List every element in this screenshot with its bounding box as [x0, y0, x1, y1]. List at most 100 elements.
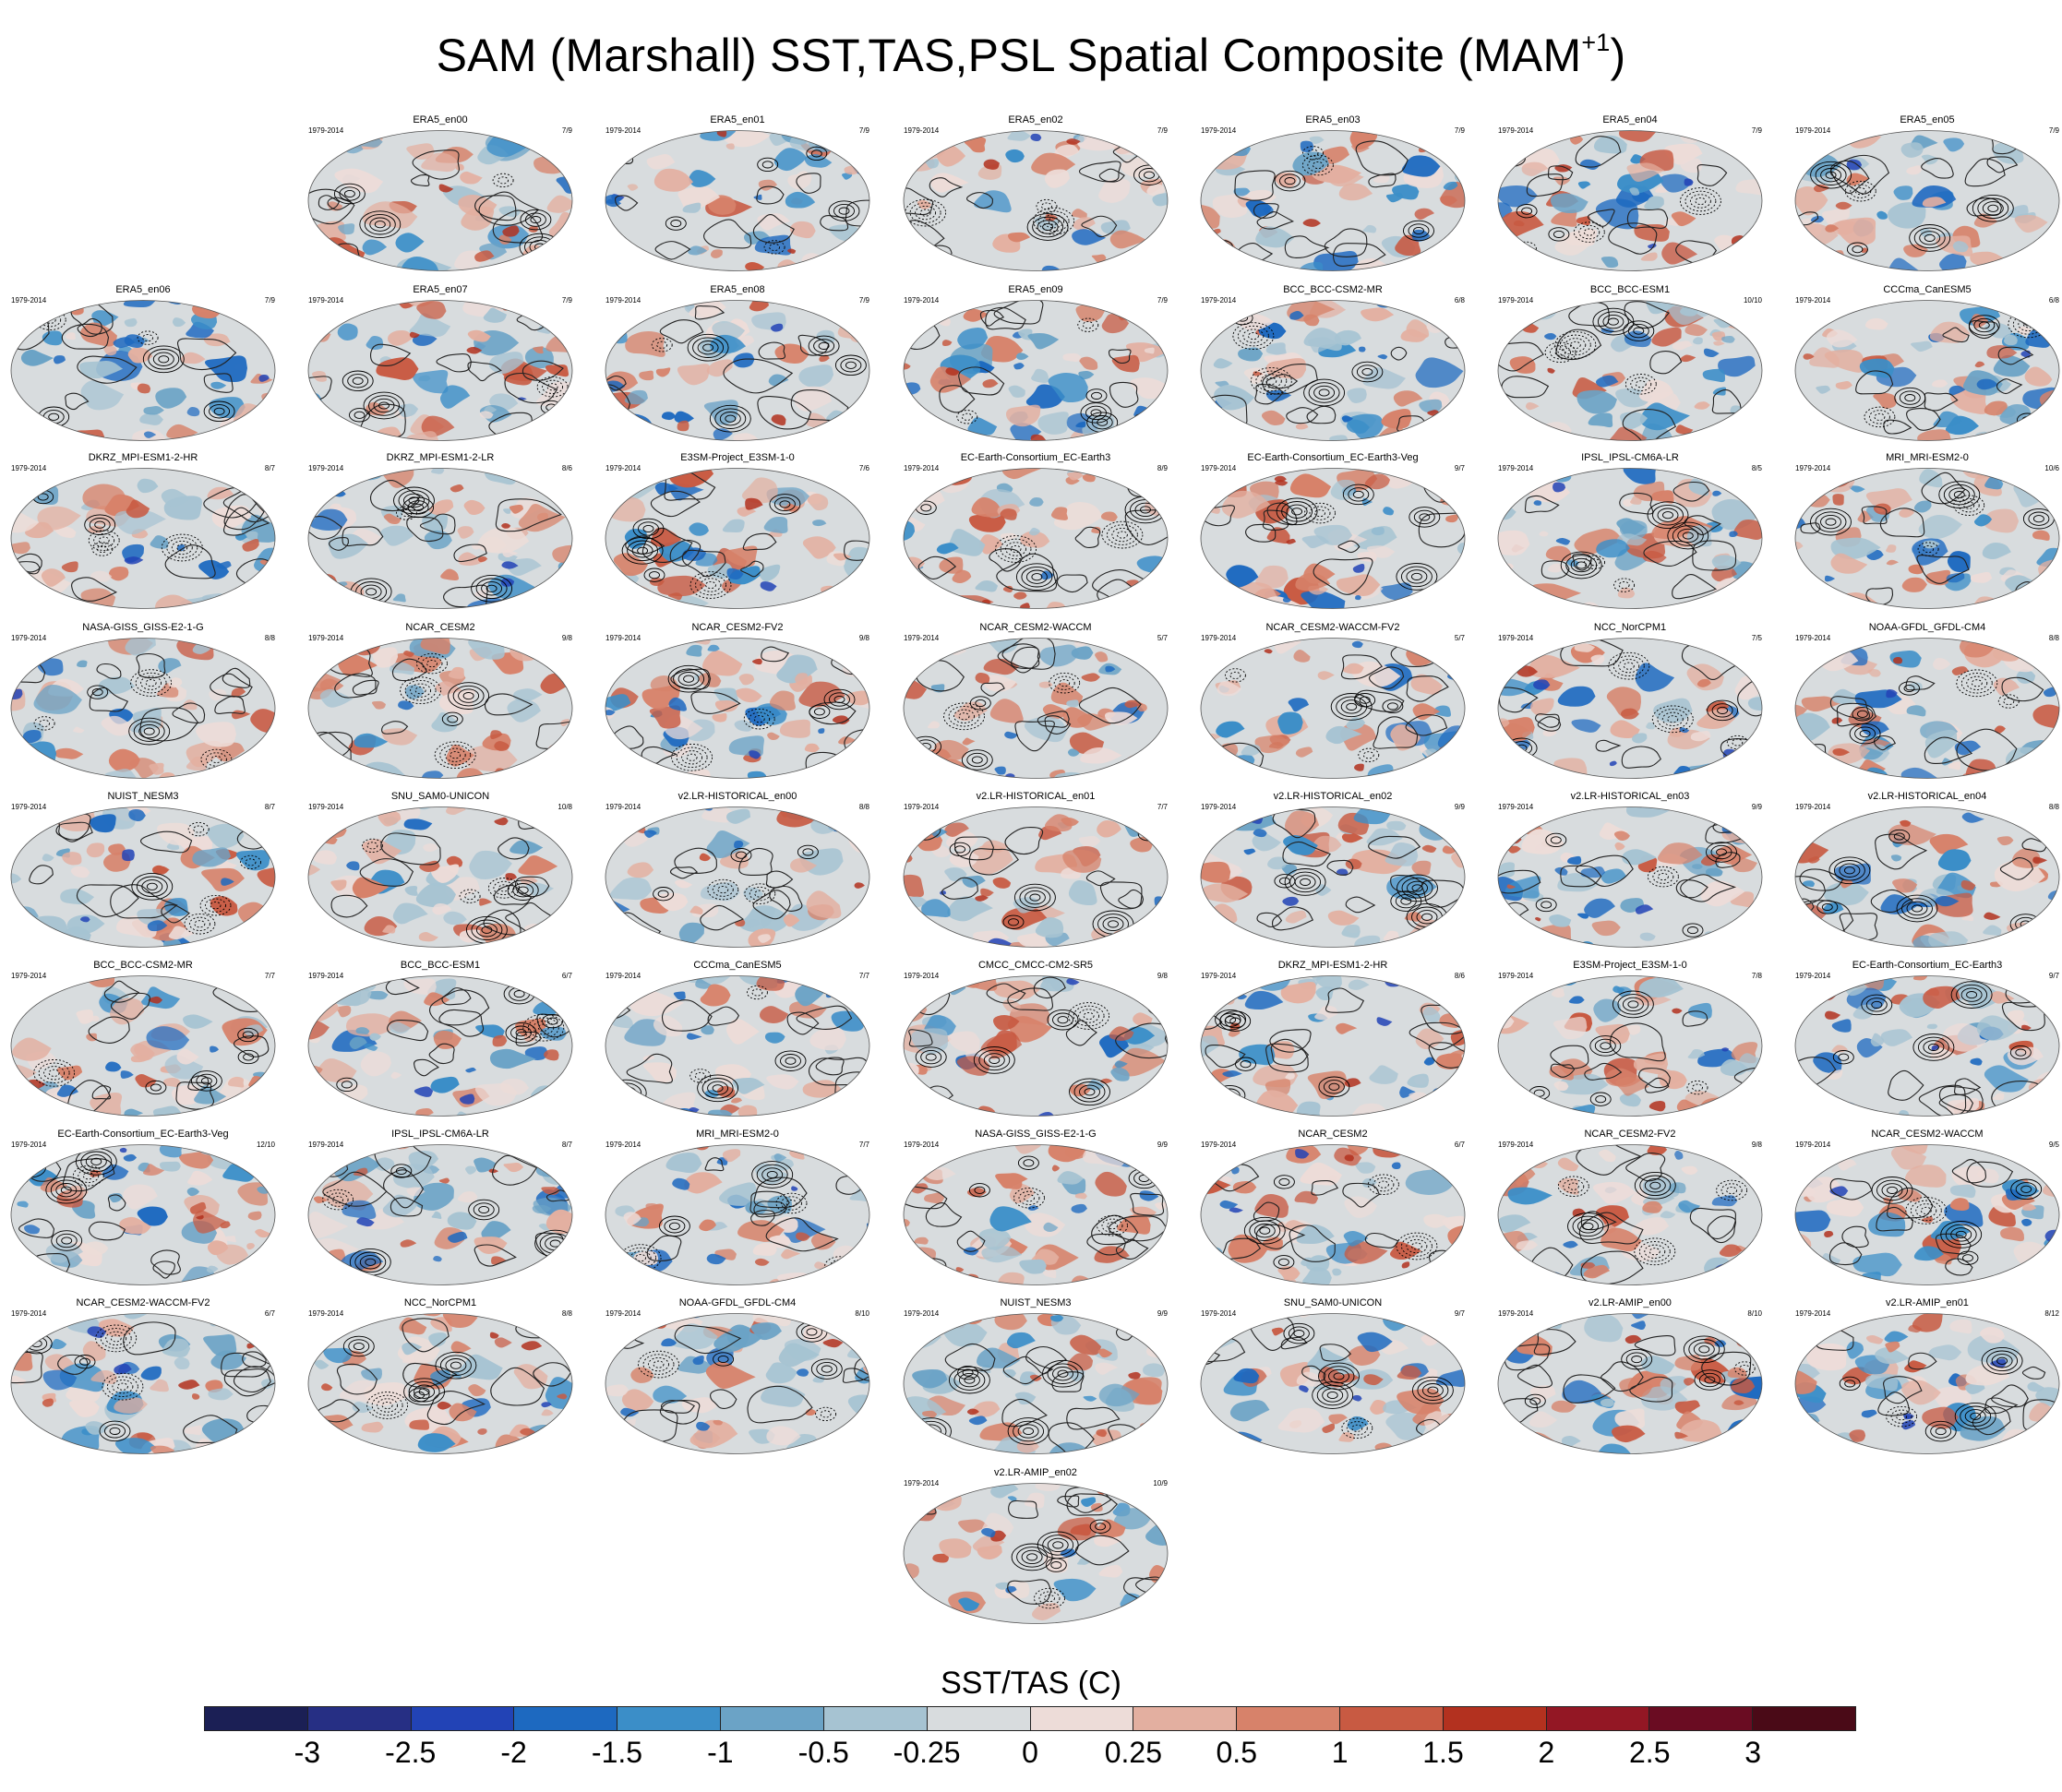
panel-title: NCAR_CESM2-FV2 [1584, 1129, 1676, 1140]
map-panel: v2.LR-HISTORICAL_en04 1979-2014 8/8 [1793, 791, 2061, 950]
map-globe [10, 468, 276, 609]
panel-count: 6/8 [1454, 296, 1465, 305]
panel-period: 1979-2014 [11, 296, 47, 305]
panel-period: 1979-2014 [1498, 634, 1534, 642]
panel-period: 1979-2014 [1201, 296, 1237, 305]
panel-count: 7/9 [858, 126, 869, 135]
panel-period: 1979-2014 [1498, 1141, 1534, 1149]
colorbar-swatch [1649, 1707, 1754, 1730]
panel-period: 1979-2014 [1498, 296, 1534, 305]
panel-period: 1979-2014 [904, 1141, 940, 1149]
map-panel: BCC_BCC-ESM1 1979-2014 10/10 [1496, 284, 1764, 443]
map-globe [903, 300, 1169, 441]
map-globe [10, 300, 276, 441]
panel-period: 1979-2014 [1201, 1141, 1237, 1149]
map-globe [1794, 638, 2060, 779]
map-globe [307, 130, 573, 271]
colorbar-swatch [927, 1707, 1031, 1730]
panel-period: 1979-2014 [904, 1479, 940, 1487]
panel-count: 9/8 [858, 634, 869, 642]
figure-title-text: SAM (Marshall) SST,TAS,PSL Spatial Compo… [436, 30, 1582, 81]
colorbar-tick-label: 2 [1538, 1736, 1555, 1769]
panel-count: 9/9 [1157, 1141, 1168, 1149]
figure-title: SAM (Marshall) SST,TAS,PSL Spatial Compo… [0, 20, 2062, 90]
figure-title-close: ) [1610, 30, 1626, 81]
panel-title: MRI_MRI-ESM2-0 [696, 1129, 779, 1140]
map-panel: NCAR_CESM2-WACCM-FV2 1979-2014 6/7 [9, 1297, 277, 1456]
panel-title: NASA-GISS_GISS-E2-1-G [82, 622, 204, 633]
map-globe [903, 1483, 1169, 1624]
map-globe [1497, 1313, 1763, 1454]
map-globe [903, 638, 1169, 779]
panel-period: 1979-2014 [308, 1141, 344, 1149]
panel-title: NUIST_NESM3 [107, 791, 179, 802]
panel-count: 6/7 [561, 972, 572, 980]
panel-title: v2.LR-HISTORICAL_en00 [677, 791, 797, 802]
panel-period: 1979-2014 [605, 464, 641, 472]
panel-title: v2.LR-HISTORICAL_en04 [1867, 791, 1987, 802]
colorbar-tick-label: -0.5 [797, 1736, 849, 1769]
colorbar-swatch [205, 1707, 308, 1730]
map-globe [1794, 1144, 2060, 1285]
map-globe [307, 1144, 573, 1285]
colorbar-tick-label: -2.5 [385, 1736, 437, 1769]
map-globe [1794, 468, 2060, 609]
map-panel: v2.LR-AMIP_en00 1979-2014 8/10 [1496, 1297, 1764, 1456]
panel-count: 7/7 [1157, 803, 1168, 811]
map-globe [903, 806, 1169, 948]
panel-title: v2.LR-AMIP_en02 [994, 1467, 1077, 1478]
colorbar-tick-label: 0.25 [1104, 1736, 1163, 1769]
map-panel: EC-Earth-Consortium_EC-Earth3 1979-2014 8/… [902, 452, 1169, 611]
map-globe [1497, 806, 1763, 948]
map-panel: NCAR_CESM2-WACCM 1979-2014 9/5 [1793, 1129, 2061, 1287]
map-panel: CCCma_CanESM5 1979-2014 6/8 [1793, 284, 2061, 443]
map-globe [1497, 975, 1763, 1117]
panel-count: 6/7 [1454, 1141, 1465, 1149]
map-globe [605, 1313, 870, 1454]
map-panel: ERA5_en09 1979-2014 7/9 [902, 284, 1169, 443]
panel-count: 6/8 [2048, 296, 2059, 305]
panel-period: 1979-2014 [904, 1309, 940, 1318]
panel-count: 9/8 [1157, 972, 1168, 980]
panel-title: CCCma_CanESM5 [1883, 284, 1972, 295]
map-globe [1794, 130, 2060, 271]
panel-period: 1979-2014 [605, 634, 641, 642]
panel-period: 1979-2014 [1201, 803, 1237, 811]
map-panel: BCC_BCC-CSM2-MR 1979-2014 6/8 [1199, 284, 1467, 443]
panel-count: 8/10 [855, 1309, 869, 1318]
panel-count: 7/6 [858, 464, 869, 472]
panel-title: NOAA-GFDL_GFDL-CM4 [678, 1297, 797, 1308]
panel-period: 1979-2014 [308, 1309, 344, 1318]
panel-period: 1979-2014 [605, 972, 641, 980]
panel-title: EC-Earth-Consortium_EC-Earth3 [1852, 960, 2003, 971]
map-globe [1497, 130, 1763, 271]
map-globe [903, 975, 1169, 1117]
colorbar-swatch [307, 1707, 412, 1730]
panel-title: BCC_BCC-ESM1 [1589, 284, 1671, 295]
map-panel: ERA5_en03 1979-2014 7/9 [1199, 114, 1467, 273]
panel-count: 7/7 [858, 972, 869, 980]
map-globe [1200, 1144, 1466, 1285]
map-panel: v2.LR-HISTORICAL_en02 1979-2014 9/9 [1199, 791, 1467, 950]
map-panel: ERA5_en04 1979-2014 7/9 [1496, 114, 1764, 273]
map-globe [1794, 1313, 2060, 1454]
panel-title: BCC_BCC-CSM2-MR [93, 960, 193, 971]
panel-title: v2.LR-HISTORICAL_en01 [976, 791, 1096, 802]
panel-title: NOAA-GFDL_GFDL-CM4 [1868, 622, 1986, 633]
map-panel: E3SM-Project_E3SM-1-0 1979-2014 7/8 [1496, 960, 1764, 1118]
map-panel: EC-Earth-Consortium_EC-Earth3 1979-2014 9/… [1793, 960, 2061, 1118]
colorbar-title: SST/TAS (C) [941, 1666, 1121, 1701]
map-globe [1794, 300, 2060, 441]
map-globe [307, 975, 573, 1117]
colorbar-swatch [1753, 1707, 1855, 1730]
panel-count: 12/10 [256, 1141, 275, 1149]
panel-count: 8/8 [561, 1309, 572, 1318]
map-panel: DKRZ_MPI-ESM1-2-HR 1979-2014 8/7 [9, 452, 277, 611]
panel-count: 7/5 [1751, 634, 1762, 642]
map-panel: NOAA-GFDL_GFDL-CM4 1979-2014 8/8 [1793, 622, 2061, 781]
colorbar-swatch [1339, 1707, 1444, 1730]
panel-title: ERA5_en02 [1008, 114, 1063, 125]
panel-count: 5/7 [1454, 634, 1465, 642]
map-panel: MRI_MRI-ESM2-0 1979-2014 10/6 [1793, 452, 2061, 611]
map-globe [605, 130, 870, 271]
